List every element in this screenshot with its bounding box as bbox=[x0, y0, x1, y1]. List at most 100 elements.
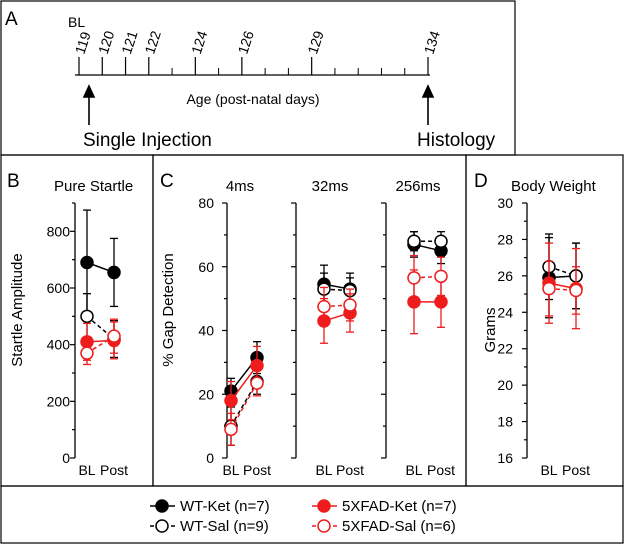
legend-marker-5xfad-ket bbox=[317, 499, 331, 513]
panel-letter-c: C bbox=[160, 171, 174, 192]
chart-gap-32ms: BL Post bbox=[291, 202, 364, 478]
timeline-axis-label: Age (post-natal days) bbox=[186, 91, 319, 107]
legend-marker-wt-sal bbox=[155, 519, 169, 533]
x-label-gap-4ms-post: Post bbox=[243, 462, 271, 478]
point-gap-4ms-5xfad-sal-0 bbox=[224, 422, 238, 437]
panel-letter-d: D bbox=[474, 171, 488, 192]
series-line-gap-4ms-wt-sal bbox=[230, 381, 258, 427]
point-pure-startle-5xfad-sal-0 bbox=[80, 346, 94, 360]
legend-item-5xfad-ket: 5XFAD-Ket (n=7) bbox=[312, 498, 457, 515]
y-tick-label-body-weight-20: 20 bbox=[497, 377, 513, 393]
series-gap-256ms-wt-sal bbox=[407, 231, 448, 252]
y-tick-label-pure-startle-800: 800 bbox=[47, 223, 71, 239]
y-tick-label-gap-4ms-0: 0 bbox=[206, 450, 214, 466]
y-tick-label-body-weight-28: 28 bbox=[497, 231, 513, 247]
x-label-pure-startle-bl: BL bbox=[78, 462, 95, 478]
point-gap-32ms-5xfad-sal-1 bbox=[343, 298, 357, 312]
legend-item-wt-sal: WT-Sal (n=9) bbox=[150, 518, 269, 535]
y-tick-label-pure-startle-400: 400 bbox=[47, 337, 71, 353]
series-line-gap-4ms-5xfad-ket bbox=[230, 365, 258, 402]
timeline-day-134: 134 bbox=[421, 29, 444, 56]
x-label-gap-32ms-post: Post bbox=[336, 462, 364, 478]
panel-letter-b: B bbox=[7, 171, 20, 192]
legend-label-wt-sal: WT-Sal (n=9) bbox=[180, 518, 269, 535]
injection-label: Single Injection bbox=[83, 130, 212, 151]
series-line-gap-4ms-5xfad-sal bbox=[230, 382, 258, 430]
y-tick-label-gap-4ms-60: 60 bbox=[198, 259, 214, 275]
chart-gap-256ms: BL Post bbox=[381, 202, 455, 478]
gap-ylabel: % Gap Detection bbox=[160, 253, 177, 366]
y-tick-label-body-weight-24: 24 bbox=[497, 304, 513, 320]
timeline-day-120: 120 bbox=[95, 29, 118, 56]
y-tick-label-body-weight-18: 18 bbox=[497, 414, 513, 430]
timeline: BL 119 120 121 122 124 126 129 134 Age (post-na… bbox=[68, 14, 496, 151]
legend-label-wt-ket: WT-Ket (n=7) bbox=[180, 498, 270, 515]
point-pure-startle-wt-sal-0 bbox=[80, 309, 94, 324]
point-gap-4ms-5xfad-ket-0 bbox=[224, 393, 238, 408]
body-weight-title: Body Weight bbox=[511, 178, 597, 195]
y-tick-label-pure-startle-200: 200 bbox=[47, 393, 71, 409]
x-label-gap-32ms-bl: BL bbox=[315, 462, 332, 478]
legend-item-5xfad-sal: 5XFAD-Sal (n=6) bbox=[312, 518, 456, 535]
point-pure-startle-wt-ket-1 bbox=[107, 265, 121, 280]
point-gap-256ms-5xfad-sal-0 bbox=[407, 271, 421, 285]
legend-label-5xfad-ket: 5XFAD-Ket (n=7) bbox=[342, 498, 457, 515]
series-pure-startle-5xfad-sal bbox=[80, 318, 121, 366]
chart-body-weight: 16 18 20 22 24 26 28 30 BL Post bbox=[497, 195, 590, 478]
series-body-weight-5xfad-sal bbox=[542, 260, 583, 317]
timeline-day-121: 121 bbox=[118, 29, 141, 56]
point-gap-4ms-5xfad-sal-1 bbox=[250, 376, 264, 390]
x-label-gap-4ms-bl: BL bbox=[222, 462, 239, 478]
point-gap-256ms-wt-sal-1 bbox=[434, 234, 448, 248]
y-tick-label-pure-startle-600: 600 bbox=[47, 280, 71, 296]
x-label-gap-256ms-bl: BL bbox=[405, 462, 422, 478]
x-label-body-weight-bl: BL bbox=[540, 462, 557, 478]
timeline-day-126: 126 bbox=[235, 29, 258, 56]
point-pure-startle-5xfad-sal-1 bbox=[107, 329, 121, 343]
x-label-gap-256ms-post: Post bbox=[427, 462, 455, 478]
gap-32ms-title: 32ms bbox=[312, 178, 349, 195]
gap-256ms-title: 256ms bbox=[395, 178, 440, 195]
chart-gap-4ms: 0 20 40 60 80 BL Post bbox=[198, 195, 271, 478]
legend-marker-wt-ket bbox=[155, 499, 169, 513]
y-tick-label-pure-startle-0: 0 bbox=[62, 450, 70, 466]
point-gap-32ms-5xfad-sal-0 bbox=[317, 299, 331, 314]
timeline-day-122: 122 bbox=[141, 29, 164, 56]
point-gap-256ms-5xfad-sal-1 bbox=[434, 269, 448, 284]
legend: WT-Ket (n=7) WT-Sal (n=9) 5XFAD-Ket (n=7… bbox=[150, 498, 457, 535]
series-line-pure-startle-5xfad-sal bbox=[86, 335, 115, 354]
histology-label: Histology bbox=[417, 130, 496, 151]
timeline-bl-label: BL bbox=[68, 14, 85, 30]
point-pure-startle-wt-ket-0 bbox=[80, 255, 94, 270]
y-tick-label-body-weight-30: 30 bbox=[497, 195, 513, 211]
startle-ylabel: Startle Amplitude bbox=[9, 253, 26, 366]
panel-letter-a: A bbox=[5, 9, 18, 30]
y-tick-label-body-weight-26: 26 bbox=[497, 268, 513, 284]
series-gap-32ms-5xfad-sal bbox=[317, 286, 357, 327]
gap-4ms-title: 4ms bbox=[226, 178, 254, 195]
series-gap-4ms-5xfad-sal bbox=[224, 369, 264, 446]
weight-ylabel: Grams bbox=[482, 308, 499, 353]
legend-label-5xfad-sal: 5XFAD-Sal (n=6) bbox=[342, 518, 456, 535]
legend-frame bbox=[0, 485, 624, 544]
legend-marker-5xfad-sal bbox=[317, 519, 331, 533]
y-tick-label-gap-4ms-80: 80 bbox=[198, 195, 214, 211]
point-gap-256ms-5xfad-ket-1 bbox=[434, 295, 448, 309]
injection-arrow-icon bbox=[82, 84, 96, 125]
timeline-day-129: 129 bbox=[304, 29, 327, 56]
startle-title: Pure Startle bbox=[54, 178, 133, 195]
x-label-body-weight-post: Post bbox=[562, 462, 590, 478]
series-gap-256ms-5xfad-sal bbox=[407, 254, 448, 301]
x-label-pure-startle-post: Post bbox=[100, 462, 128, 478]
point-body-weight-5xfad-sal-1 bbox=[569, 283, 583, 298]
point-gap-256ms-wt-sal-0 bbox=[407, 234, 421, 248]
y-tick-label-gap-4ms-20: 20 bbox=[198, 386, 214, 402]
legend-item-wt-ket: WT-Ket (n=7) bbox=[150, 498, 270, 515]
y-tick-label-gap-4ms-40: 40 bbox=[198, 323, 214, 339]
point-body-weight-5xfad-sal-0 bbox=[542, 281, 556, 296]
timeline-day-119: 119 bbox=[72, 30, 94, 56]
timeline-day-124: 124 bbox=[188, 29, 211, 56]
timeline-ticks: 119 120 121 122 124 126 129 134 bbox=[72, 29, 444, 75]
chart-pure-startle: 0 200 400 600 800 BL Post bbox=[47, 202, 128, 478]
